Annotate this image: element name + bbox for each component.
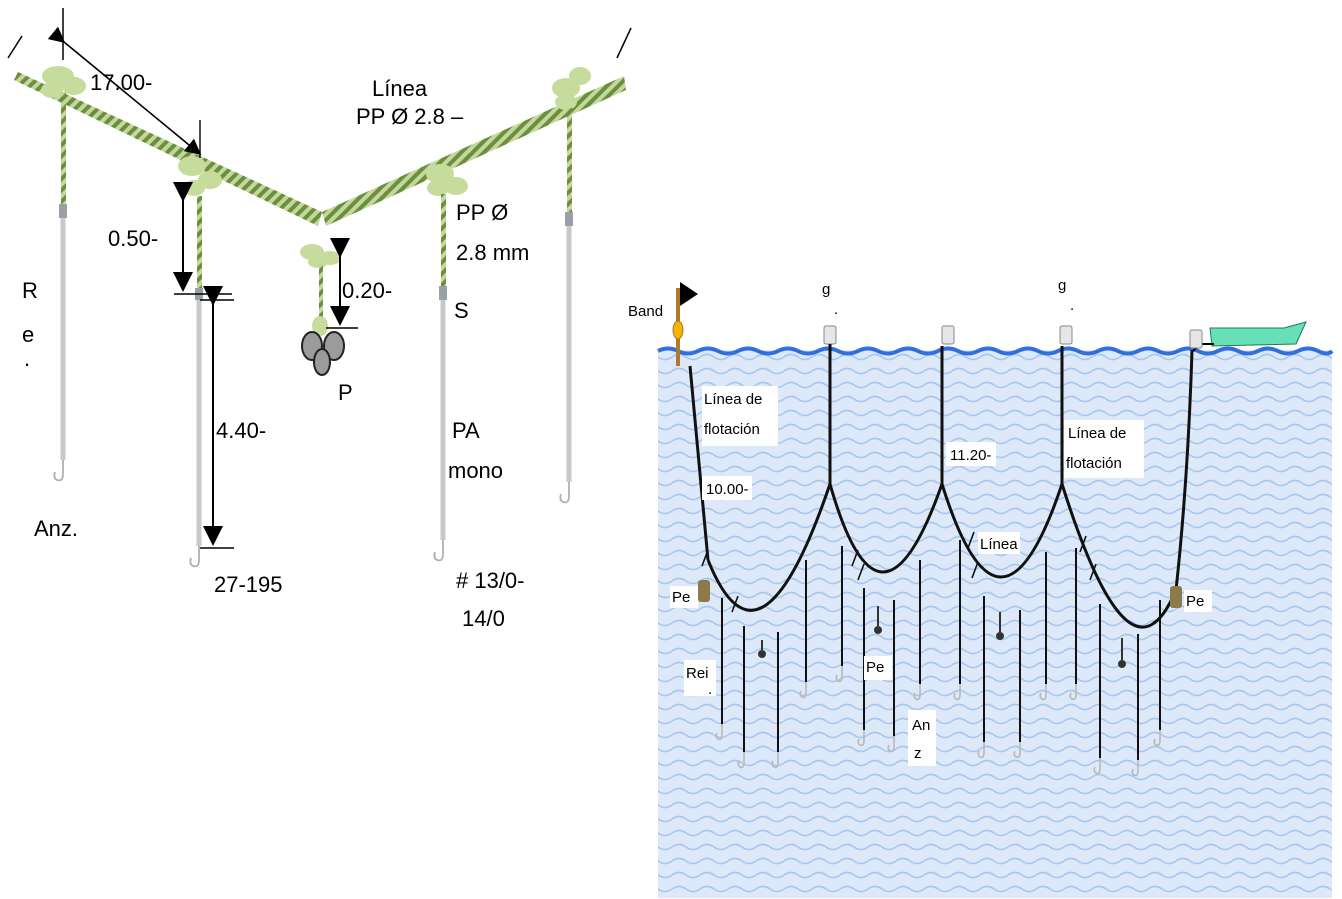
label-pa: PA <box>452 418 480 443</box>
branchline-rope <box>441 194 446 286</box>
right-set-diagram: Línea de flotación 10.00- 11.20- Línea d… <box>628 277 1334 898</box>
sinker-weight-icon <box>301 316 345 376</box>
label-rei-dot: . <box>708 681 712 698</box>
main-line-curve <box>1060 483 1178 629</box>
label-pp-1: PP Ø <box>456 200 508 225</box>
label-z: z <box>914 745 922 762</box>
label-mono: mono <box>448 458 503 483</box>
hook-icon <box>559 481 570 504</box>
label-an: An <box>912 717 930 734</box>
float-icon <box>426 164 468 196</box>
label-dim-10: 10.00- <box>706 481 749 498</box>
label-dim-1120: 11.20- <box>950 447 991 464</box>
weight-icon <box>1170 586 1182 608</box>
branchlines <box>721 540 1161 760</box>
label-g-dot-2: . <box>1070 297 1074 314</box>
label-flag: Band <box>628 303 663 320</box>
hook-icon <box>189 545 200 568</box>
float-icon <box>552 67 591 110</box>
water-surface <box>657 346 1334 356</box>
float-line <box>1174 349 1194 591</box>
hook-icon <box>53 459 64 482</box>
hook-icon <box>433 539 444 562</box>
label-anz: Anz. <box>34 516 78 541</box>
label-pe-mid: Pe <box>866 659 884 676</box>
surface-float-icon <box>1189 329 1203 349</box>
sinker-icon <box>874 606 882 634</box>
tick-mark-right <box>616 27 632 59</box>
swivel-icon <box>565 212 573 226</box>
float-icon <box>178 156 222 196</box>
surface-float-icon <box>823 325 837 345</box>
main-line-curve <box>940 483 1064 579</box>
label-hooks-count: 27-195 <box>214 572 283 597</box>
label-r: R <box>22 278 38 303</box>
label-g-2: g <box>1058 277 1066 294</box>
sinker-icon <box>996 612 1004 640</box>
swivel-icon <box>439 286 447 300</box>
main-line-rope-right <box>322 76 626 226</box>
label-s: S <box>454 298 469 323</box>
tick-mark-left <box>7 35 23 59</box>
label-dim-050: 0.50- <box>108 226 158 251</box>
weight-icon <box>698 580 710 602</box>
label-e: e <box>22 322 34 347</box>
sinker-icon <box>1118 638 1126 668</box>
main-line-curve <box>828 483 944 574</box>
sinker-rope <box>319 264 323 322</box>
label-line-2: PP Ø 2.8 – <box>356 104 464 129</box>
boat-icon <box>1209 321 1307 347</box>
label-float-line-1a: Línea de <box>704 391 762 408</box>
label-dim-020: 0.20- <box>342 278 392 303</box>
label-pe-left: Pe <box>672 589 690 606</box>
dimension-arrow-17 <box>47 26 202 156</box>
label-linea: Línea <box>980 536 1018 553</box>
label-pp-2: 2.8 mm <box>456 240 529 265</box>
label-line-1: Línea <box>372 76 428 101</box>
label-hook-size-1: # 13/0- <box>456 568 525 593</box>
label-hook-size-2: 14/0 <box>462 606 505 631</box>
main-line-curve <box>706 483 832 612</box>
flag-icon <box>680 282 698 306</box>
label-dim-440: 4.40- <box>216 418 266 443</box>
label-pe-right: Pe <box>1186 593 1204 610</box>
label-float-line-2a: Línea de <box>1068 425 1126 442</box>
surface-float-icon <box>1059 325 1073 345</box>
left-gear-diagram: 17.00- Línea PP Ø 2.8 – 0.50- 0.20- 4.40… <box>7 8 632 631</box>
surface-float-icon <box>941 325 955 345</box>
label-float-line-2b: flotación <box>1066 455 1122 472</box>
swivel-icon <box>59 204 67 218</box>
branchline-rope <box>197 196 202 288</box>
label-dot: . <box>24 346 30 371</box>
float-line <box>688 365 710 561</box>
label-dim-17: 17.00- <box>90 70 152 95</box>
label-float-line-1b: flotación <box>704 421 760 438</box>
branchline-rope <box>61 92 66 204</box>
label-rei: Rei <box>686 665 709 682</box>
buoy-icon <box>672 320 684 340</box>
sinker-icon <box>758 640 766 658</box>
label-g-1: g <box>822 281 830 298</box>
cut-marks <box>701 531 1097 613</box>
branchline-rope <box>567 108 572 212</box>
label-p: P <box>338 380 353 405</box>
label-g-dot-1: . <box>834 301 838 318</box>
